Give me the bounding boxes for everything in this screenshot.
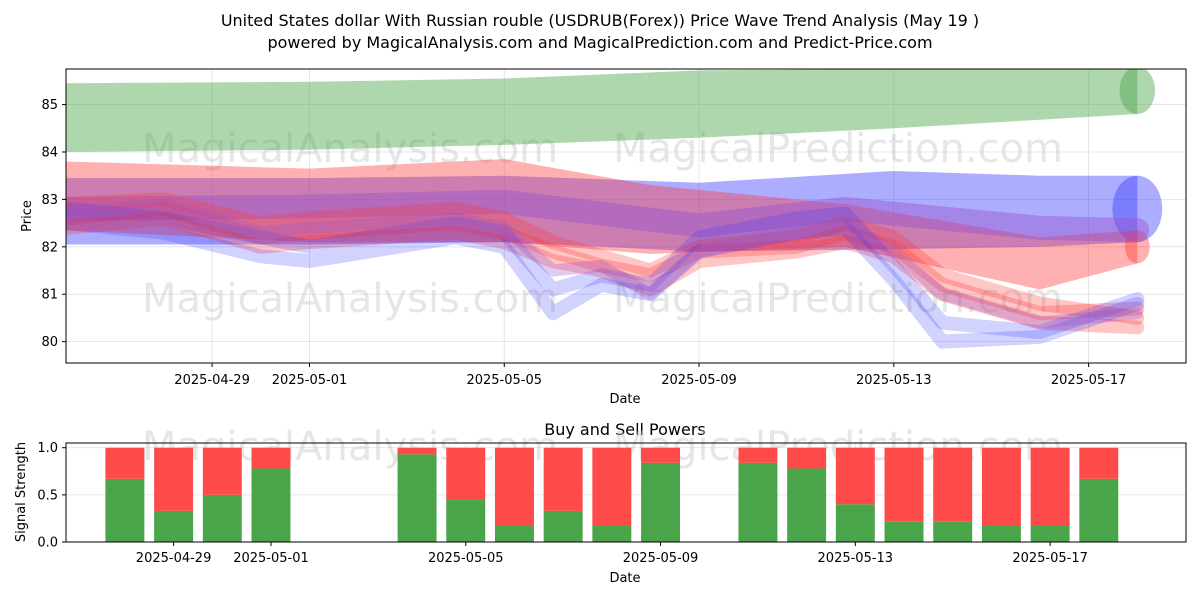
sell-bar bbox=[154, 447, 194, 511]
price-y-tick-label: 80 bbox=[41, 335, 58, 350]
buy-bar bbox=[641, 462, 681, 542]
watermark-analysis: MagicalAnalysis.com bbox=[142, 126, 558, 172]
price-chart: MagicalAnalysis.com MagicalPrediction.co… bbox=[20, 68, 1187, 407]
sell-bar bbox=[738, 447, 778, 463]
price-chart-ticks: 2025-04-29 2025-05-01 2025-05-05 2025-05-09… bbox=[41, 98, 1126, 388]
purple-wave-line bbox=[66, 189, 1150, 243]
green-band-cap bbox=[1119, 69, 1156, 115]
red-band-cap bbox=[1124, 230, 1150, 264]
buy-bar bbox=[397, 454, 437, 542]
sell-bar bbox=[494, 447, 534, 526]
red-wave-line bbox=[66, 192, 1145, 325]
buy-sell-y-tick-label: 0.5 bbox=[37, 488, 58, 503]
price-x-tick-label: 2025-05-01 bbox=[272, 373, 348, 388]
buy-sell-bars bbox=[105, 447, 1119, 542]
buy-bar bbox=[543, 510, 583, 542]
sell-bar bbox=[1079, 447, 1119, 479]
red-wave-line bbox=[66, 211, 1145, 335]
watermark-analysis-lower: MagicalAnalysis.com bbox=[142, 276, 558, 322]
buy-sell-y-tick-label: 1.0 bbox=[37, 441, 58, 456]
price-chart-ylabel: Price bbox=[20, 200, 35, 232]
buy-bar bbox=[884, 521, 924, 542]
blue-band-cap bbox=[1112, 175, 1163, 243]
price-chart-marks bbox=[66, 69, 1163, 349]
blue-wave-line bbox=[66, 201, 1145, 340]
blue-trend-band bbox=[66, 170, 1138, 252]
sell-bar bbox=[397, 447, 437, 455]
price-x-tick-label: 2025-05-17 bbox=[1051, 373, 1127, 388]
buy-bar bbox=[1079, 478, 1119, 542]
sell-bar bbox=[251, 447, 291, 469]
purple-wave-line bbox=[66, 198, 1144, 329]
buy-sell-x-tick-label: 2025-05-09 bbox=[623, 551, 699, 566]
sell-bar bbox=[592, 447, 632, 526]
price-y-tick-label: 84 bbox=[41, 145, 58, 160]
price-y-tick-label: 83 bbox=[41, 193, 58, 208]
buy-sell-xlabel: Date bbox=[609, 571, 640, 586]
sell-bar bbox=[543, 447, 583, 511]
price-y-tick-label: 82 bbox=[41, 240, 58, 255]
sell-bar bbox=[1030, 447, 1070, 526]
buy-bar bbox=[1030, 525, 1070, 542]
price-x-tick-label: 2025-04-29 bbox=[174, 373, 250, 388]
sell-bar bbox=[835, 447, 875, 505]
price-chart-xlabel: Date bbox=[609, 392, 640, 407]
buy-bar bbox=[251, 468, 291, 542]
buy-bar bbox=[202, 494, 242, 542]
buy-bar bbox=[835, 504, 875, 542]
watermark-prediction: MagicalPrediction.com bbox=[613, 126, 1063, 172]
red-wave-line bbox=[66, 201, 1145, 321]
price-chart-frame bbox=[65, 68, 1187, 364]
sell-bar bbox=[787, 447, 827, 469]
blue-wave-line bbox=[66, 216, 1145, 349]
sell-bar bbox=[884, 447, 924, 522]
buy-sell-frame bbox=[65, 442, 1187, 543]
buy-sell-ticks: 2025-04-29 2025-05-01 2025-05-05 2025-05-09… bbox=[37, 441, 1088, 566]
price-x-tick-label: 2025-05-09 bbox=[661, 373, 737, 388]
red-trend-band bbox=[66, 159, 1138, 290]
sell-bar bbox=[641, 447, 681, 463]
buy-bar bbox=[446, 499, 486, 542]
sell-bar bbox=[446, 447, 486, 500]
buy-sell-x-tick-label: 2025-05-17 bbox=[1012, 551, 1088, 566]
buy-sell-x-tick-label: 2025-04-29 bbox=[136, 551, 212, 566]
chart-subtitle: powered by MagicalAnalysis.com and Magic… bbox=[267, 33, 932, 52]
buy-sell-x-tick-label: 2025-05-01 bbox=[233, 551, 309, 566]
buy-bar bbox=[738, 462, 778, 542]
sell-bar bbox=[981, 447, 1021, 526]
price-y-tick-label: 85 bbox=[41, 98, 58, 113]
price-chart-grid bbox=[66, 69, 1186, 363]
buy-sell-x-tick-label: 2025-05-05 bbox=[428, 551, 504, 566]
buy-bar bbox=[494, 525, 534, 542]
sell-bar bbox=[105, 447, 145, 479]
buy-bar bbox=[787, 468, 827, 542]
chart-title: United States dollar With Russian rouble… bbox=[221, 11, 979, 30]
price-y-tick-label: 81 bbox=[41, 288, 58, 303]
watermark-prediction-lower: MagicalPrediction.com bbox=[613, 276, 1063, 322]
sell-bar bbox=[202, 447, 242, 495]
price-x-tick-label: 2025-05-13 bbox=[856, 373, 932, 388]
green-trend-band bbox=[66, 69, 1138, 152]
buy-sell-x-tick-label: 2025-05-13 bbox=[818, 551, 894, 566]
sell-bar bbox=[933, 447, 973, 522]
buy-bar bbox=[105, 478, 145, 542]
buy-sell-ylabel: Signal Strength bbox=[14, 442, 29, 542]
buy-sell-chart: Buy and Sell Powers MagicalAnalysis.com … bbox=[14, 420, 1187, 586]
buy-bar bbox=[592, 525, 632, 542]
buy-bar bbox=[154, 510, 194, 542]
buy-bar bbox=[933, 521, 973, 542]
buy-bar bbox=[981, 525, 1021, 542]
buy-sell-y-tick-label: 0.0 bbox=[37, 536, 58, 551]
price-x-tick-label: 2025-05-05 bbox=[466, 373, 542, 388]
buy-sell-title: Buy and Sell Powers bbox=[544, 420, 706, 439]
